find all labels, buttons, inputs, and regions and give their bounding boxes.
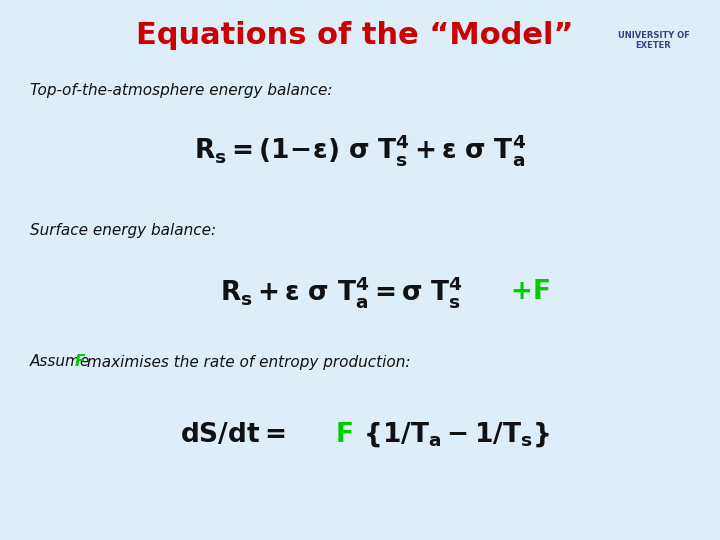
Text: $\mathbf{dS/dt = }$: $\mathbf{dS/dt = }$	[180, 422, 285, 448]
Text: $\mathbf{+ F}$: $\mathbf{+ F}$	[510, 279, 550, 305]
Text: $\mathbf{R_s + \varepsilon\ \sigma\ T_a^4 = \sigma\ T_s^4}$: $\mathbf{R_s + \varepsilon\ \sigma\ T_a^…	[220, 274, 463, 310]
Text: maximises the rate of entropy production:: maximises the rate of entropy production…	[82, 354, 410, 369]
Text: Top-of-the-atmosphere energy balance:: Top-of-the-atmosphere energy balance:	[30, 83, 333, 98]
Text: $\mathbf{\ \{1/T_a - 1/T_s\}}$: $\mathbf{\ \{1/T_a - 1/T_s\}}$	[355, 421, 549, 449]
Text: UNIVERSITY OF
EXETER: UNIVERSITY OF EXETER	[618, 31, 689, 50]
Text: Equations of the “Model”: Equations of the “Model”	[136, 21, 574, 50]
Text: $\mathbf{R_s = (1\!-\!\varepsilon)\ \sigma\ T_s^4 + \varepsilon\ \sigma\ T_a^4}$: $\mathbf{R_s = (1\!-\!\varepsilon)\ \sig…	[194, 132, 526, 168]
Text: F: F	[75, 354, 86, 369]
Text: Assume: Assume	[30, 354, 95, 369]
Text: Surface energy balance:: Surface energy balance:	[30, 222, 216, 238]
Text: $\mathbf{F}$: $\mathbf{F}$	[335, 422, 353, 448]
